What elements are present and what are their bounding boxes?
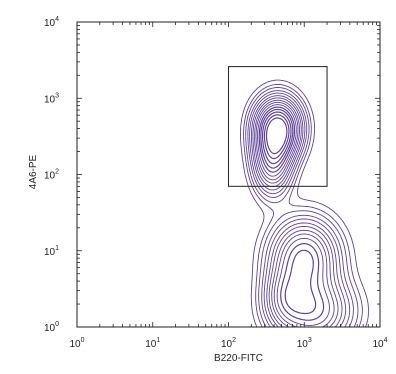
contour-line bbox=[265, 117, 288, 155]
contour-line bbox=[240, 79, 370, 327]
x-axis-label: B220-FITC bbox=[214, 353, 263, 364]
y-tick-label: 104 bbox=[44, 16, 59, 29]
x-tick-labels: 100 101 102 103 104 bbox=[69, 337, 387, 350]
x-tick-label: 101 bbox=[145, 337, 160, 350]
contour-line bbox=[254, 99, 339, 327]
y-axis-label: 4A6-PE bbox=[28, 154, 39, 189]
contour-line bbox=[247, 90, 354, 327]
x-tick-label: 100 bbox=[69, 337, 84, 350]
axis-ticks bbox=[76, 22, 380, 328]
contour-line bbox=[257, 104, 330, 326]
x-tick-label: 102 bbox=[221, 337, 236, 350]
y-tick-label: 103 bbox=[44, 92, 59, 105]
contour-line bbox=[262, 111, 292, 165]
contour-line bbox=[258, 106, 325, 321]
x-tick-label: 104 bbox=[372, 337, 387, 350]
y-tick-labels: 100 101 102 103 104 bbox=[44, 16, 59, 334]
y-tick-label: 100 bbox=[44, 321, 59, 334]
contour-line bbox=[263, 114, 290, 160]
contour-line bbox=[249, 92, 351, 327]
contour-lines bbox=[240, 79, 370, 327]
gate-rectangle bbox=[228, 66, 328, 187]
x-tick-label: 103 bbox=[297, 337, 312, 350]
contour-line bbox=[245, 87, 359, 327]
contour-line bbox=[252, 97, 343, 327]
contour-line bbox=[250, 95, 347, 327]
y-tick-label: 102 bbox=[44, 169, 59, 182]
contour-line bbox=[243, 84, 363, 327]
y-tick-label: 101 bbox=[44, 245, 59, 258]
contour-line bbox=[255, 101, 335, 327]
contour-line bbox=[260, 108, 317, 315]
